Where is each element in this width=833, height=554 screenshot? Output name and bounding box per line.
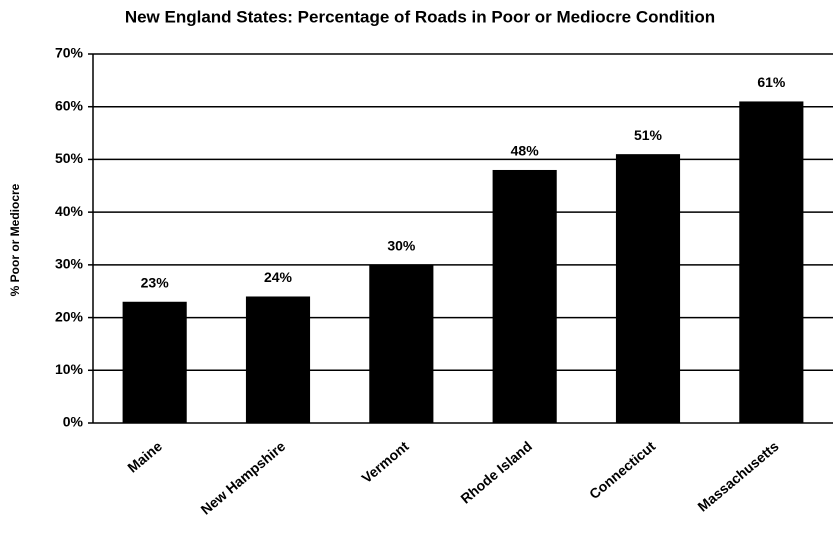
value-label: 30% [387,238,416,254]
y-tick-label: 10% [55,361,84,377]
x-tick-label: Rhode Island [457,438,535,507]
x-tick-label: Maine [124,438,165,476]
x-tick-label: Massachusetts [694,438,781,515]
y-tick-label: 0% [63,414,84,430]
value-label: 51% [634,127,663,143]
x-tick-label: New Hampshire [198,438,289,518]
value-label: 24% [264,269,293,285]
y-tick-label: 40% [55,203,84,219]
value-label: 23% [141,274,170,290]
y-tick-label: 70% [55,45,84,61]
y-tick-label: 60% [55,97,84,113]
y-tick-label: 50% [55,150,84,166]
bar [615,154,681,423]
y-tick-label: 30% [55,256,84,272]
bar [369,264,434,423]
bar [492,169,557,423]
y-axis-label: % Poor or Mediocre [8,183,22,296]
value-label: 48% [511,143,540,159]
bar [122,301,187,423]
y-tick-label: 20% [55,308,84,324]
x-tick-label: Connecticut [586,438,659,502]
bar [739,101,804,423]
bar [245,296,311,423]
x-tick-label: Vermont [358,438,411,486]
value-label: 61% [757,74,786,90]
chart-title: New England States: Percentage of Roads … [125,7,715,26]
